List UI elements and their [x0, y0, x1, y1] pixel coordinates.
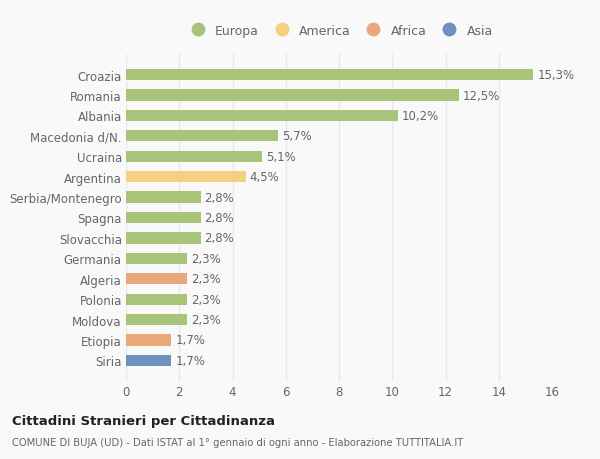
Bar	[126, 151, 262, 162]
Bar	[126, 314, 187, 325]
Bar	[126, 274, 187, 285]
Text: 2,3%: 2,3%	[191, 273, 221, 285]
Legend: Europa, America, Africa, Asia: Europa, America, Africa, Asia	[182, 22, 496, 40]
Text: 2,8%: 2,8%	[205, 191, 234, 204]
Text: 2,8%: 2,8%	[205, 212, 234, 224]
Text: Cittadini Stranieri per Cittadinanza: Cittadini Stranieri per Cittadinanza	[12, 414, 275, 428]
Bar	[126, 335, 171, 346]
Text: 2,3%: 2,3%	[191, 293, 221, 306]
Text: 2,3%: 2,3%	[191, 252, 221, 265]
Text: 1,7%: 1,7%	[175, 334, 205, 347]
Bar	[126, 172, 246, 183]
Text: 2,3%: 2,3%	[191, 313, 221, 326]
Bar	[126, 90, 459, 101]
Bar	[126, 233, 200, 244]
Text: 1,7%: 1,7%	[175, 354, 205, 367]
Text: 5,1%: 5,1%	[266, 151, 296, 163]
Bar	[126, 213, 200, 224]
Text: 10,2%: 10,2%	[401, 110, 439, 123]
Text: 5,7%: 5,7%	[282, 130, 311, 143]
Bar	[126, 111, 398, 122]
Bar	[126, 294, 187, 305]
Text: 12,5%: 12,5%	[463, 90, 500, 102]
Bar	[126, 70, 533, 81]
Bar	[126, 192, 200, 203]
Bar	[126, 355, 171, 366]
Bar	[126, 253, 187, 264]
Text: 4,5%: 4,5%	[250, 171, 280, 184]
Bar	[126, 131, 278, 142]
Text: 2,8%: 2,8%	[205, 232, 234, 245]
Text: 15,3%: 15,3%	[538, 69, 574, 82]
Text: COMUNE DI BUJA (UD) - Dati ISTAT al 1° gennaio di ogni anno - Elaborazione TUTTI: COMUNE DI BUJA (UD) - Dati ISTAT al 1° g…	[12, 437, 463, 447]
